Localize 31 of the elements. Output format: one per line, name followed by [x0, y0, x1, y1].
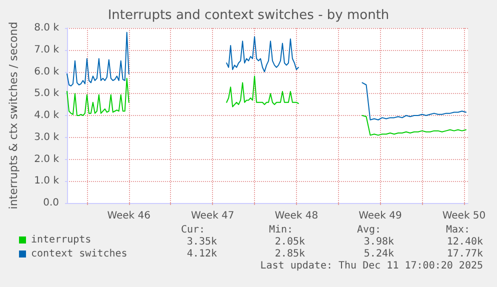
text: 2.85k [274, 248, 306, 260]
legend-label: interrupts [31, 234, 92, 246]
text: 17.77k [446, 248, 483, 260]
chart-title: Interrupts and context switches - by month [108, 8, 390, 23]
text: 12.40k [446, 236, 483, 248]
legend-label: context switches [31, 248, 128, 260]
text: Avg: [357, 224, 382, 236]
y-tick-label: 3.0 k [34, 132, 60, 143]
x-tick-label: Week 48 [274, 210, 318, 222]
y-tick-label: 8.0 k [34, 22, 60, 34]
x-tick-label: Week 46 [107, 210, 150, 222]
text: 5.24k [364, 248, 394, 260]
y-tick-label: 1.0 k [34, 176, 60, 187]
y-tick-label: 6.0 k [34, 66, 60, 78]
text: Max: [446, 224, 470, 236]
y-tick-label: 0.0 [43, 198, 59, 208]
y-tick-label: 7.0 k [34, 44, 60, 56]
y-axis-title: interrupts & ctx switches / second [7, 22, 20, 210]
text: 4.12k [186, 248, 218, 260]
x-tick-label: Week 50 [442, 210, 486, 222]
text: Cur: [181, 224, 206, 236]
x-tick-label: Week 47 [190, 210, 234, 222]
y-tick-label: 4.0 k [34, 110, 60, 121]
y-tick-label: 2.0 k [34, 154, 60, 165]
text: Last update: Thu Dec 11 17:00:20 2025 [260, 260, 484, 272]
x-tick-label: Week 49 [358, 210, 402, 222]
text: 3.98k [364, 236, 394, 248]
text: Min: [269, 224, 294, 236]
y-tick-label: 5.0 k [34, 88, 60, 100]
text: 3.35k [186, 236, 218, 248]
text: 2.05k [274, 236, 306, 248]
